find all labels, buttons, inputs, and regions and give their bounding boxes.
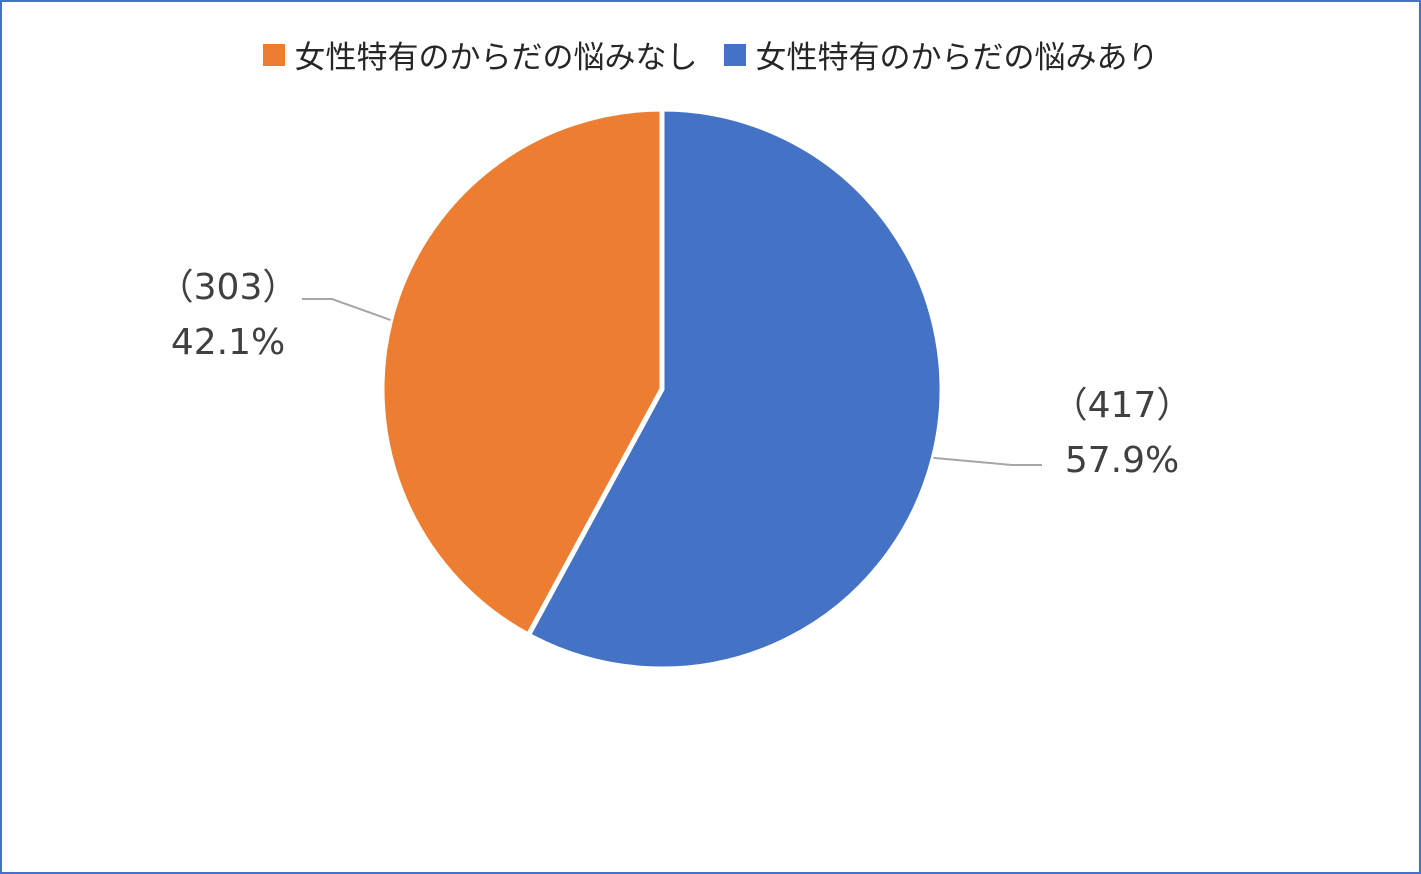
- data-label-percent-nashi: 42.1%: [171, 322, 285, 363]
- legend-swatch-nashi: [262, 43, 285, 66]
- legend-item-ari: 女性特有のからだの悩みあり: [723, 32, 1159, 77]
- pie-slices: [379, 106, 945, 672]
- pie-slice-nashi: [379, 106, 665, 638]
- legend-label-ari: 女性特有のからだの悩みあり: [755, 40, 1159, 76]
- legend-item-nashi: 女性特有のからだの悩みなし: [262, 32, 698, 77]
- data-label-count-nashi: （303）: [158, 267, 299, 308]
- legend-label-nashi: 女性特有のからだの悩みなし: [294, 40, 698, 76]
- legend-swatch-ari: [723, 43, 746, 66]
- data-label-percent-ari: 57.9%: [1065, 440, 1179, 481]
- leader-line-nashi: [302, 298, 391, 322]
- legend: 女性特有のからだの悩みなし 女性特有のからだの悩みあり: [2, 32, 1419, 77]
- leader-line-ari: [933, 456, 1042, 466]
- data-label-count-ari: （417）: [1052, 385, 1193, 426]
